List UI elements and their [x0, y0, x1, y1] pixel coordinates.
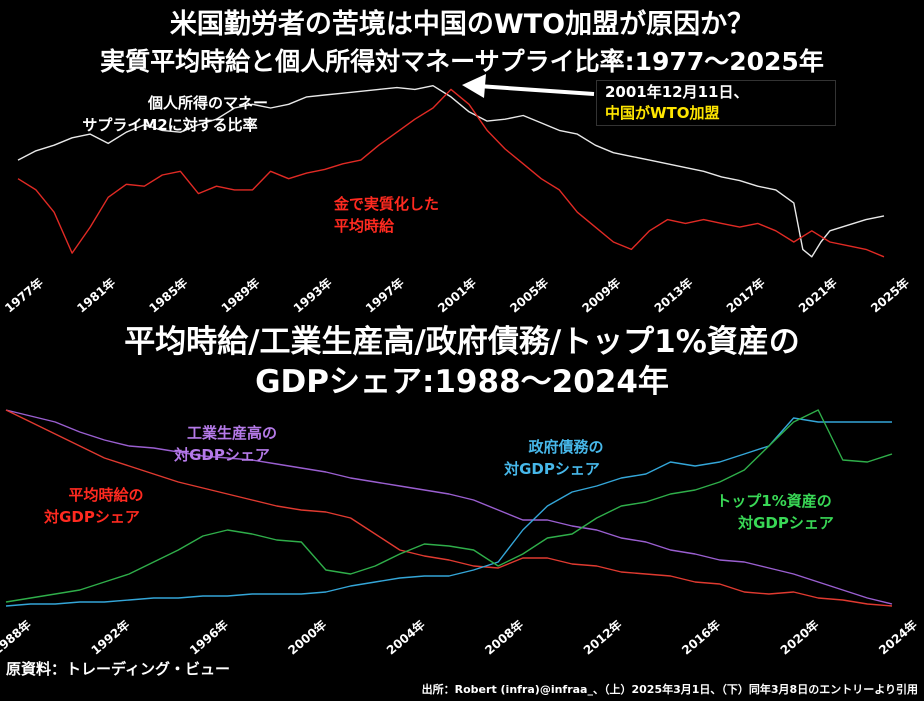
main-title: 米国勤労者の苦境は中国のWTO加盟が原因か？ — [169, 9, 755, 40]
label-top1-1: トップ1%資産の — [716, 492, 831, 510]
top-tick-label: 2001年 — [435, 275, 479, 316]
top-series-line-0 — [17, 84, 885, 258]
bottom-tick-label: 2004年 — [383, 617, 427, 658]
top-chart-title: 実質平均時給と個人所得対マネーサプライ比率:1977～2025年 — [100, 47, 824, 76]
label-wage-1: 平均時給の — [68, 486, 143, 504]
top-chart: 1977年 1981年 1985年 1989年 1993年 1997年 2001年 2005年… — [2, 74, 912, 316]
bottom-tick-label: 2008年 — [482, 617, 526, 658]
credit-note: 出所：Robert (infra)@infraa_、（上）2025年3月1日、（… — [421, 683, 918, 696]
top-series-line-1 — [17, 88, 885, 258]
label-top1-2: 対GDPシェア — [737, 514, 834, 532]
top-tick-label: 1993年 — [290, 275, 334, 316]
bottom-tick-label: 2024年 — [876, 617, 920, 658]
annotation-date: 2001年12月11日、 — [605, 83, 749, 101]
top-tick-label: 2013年 — [651, 275, 695, 316]
label-money-ratio-1: 個人所得のマネー — [147, 94, 268, 112]
label-money-ratio-2: サプライM2に対する比率 — [82, 116, 257, 134]
bottom-tick-label: 2016年 — [679, 617, 723, 658]
top-tick-label: 1985年 — [146, 275, 190, 316]
label-industrial-2: 対GDPシェア — [173, 446, 270, 464]
label-industrial-1: 工業生産高の — [187, 424, 277, 442]
label-gold-wage-2: 平均時給 — [334, 217, 395, 235]
bottom-tick-label: 1996年 — [186, 617, 230, 658]
annotation-event: 中国がWTO加盟 — [605, 104, 720, 122]
top-tick-label: 2017年 — [723, 275, 767, 316]
top-tick-label: 1997年 — [362, 275, 406, 316]
bottom-series-line-2 — [5, 417, 892, 607]
top-tick-label: 2009年 — [579, 275, 623, 316]
bottom-tick-label: 2000年 — [285, 617, 329, 658]
bottom-tick-label: 1988年 — [0, 617, 34, 658]
label-wage-2: 対GDPシェア — [43, 508, 140, 526]
top-tick-label: 1981年 — [74, 275, 118, 316]
label-gold-wage-1: 金で実質化した — [333, 195, 439, 213]
bottom-chart-title-line2: GDPシェア:1988～2024年 — [255, 364, 669, 400]
bottom-tick-label: 2012年 — [580, 617, 624, 658]
bottom-chart: 1988年 1992年 1996年 2000年 2004年 2008年 2012年 2016年… — [0, 409, 920, 658]
bottom-series-line-3 — [5, 409, 893, 603]
label-debt-1: 政府債務の — [528, 438, 603, 456]
bottom-tick-label: 1992年 — [88, 617, 132, 658]
top-tick-label: 1989年 — [218, 275, 262, 316]
label-debt-2: 対GDPシェア — [503, 460, 600, 478]
top-tick-label: 2005年 — [507, 275, 551, 316]
wto-arrow — [462, 74, 595, 98]
top-tick-label: 2025年 — [868, 275, 912, 316]
top-tick-label: 2021年 — [795, 275, 839, 316]
bottom-series-line-0 — [5, 409, 893, 605]
bottom-series-line-1 — [5, 409, 893, 607]
top-tick-label: 1977年 — [2, 275, 46, 316]
wto-annotation: 2001年12月11日、 中国がWTO加盟 — [596, 80, 836, 126]
bottom-tick-label: 2020年 — [777, 617, 821, 658]
bottom-chart-title-line1: 平均時給/工業生産高/政府債務/トップ1%資産の — [124, 324, 800, 360]
source-note: 原資料：トレーディング・ビュー — [6, 660, 230, 678]
